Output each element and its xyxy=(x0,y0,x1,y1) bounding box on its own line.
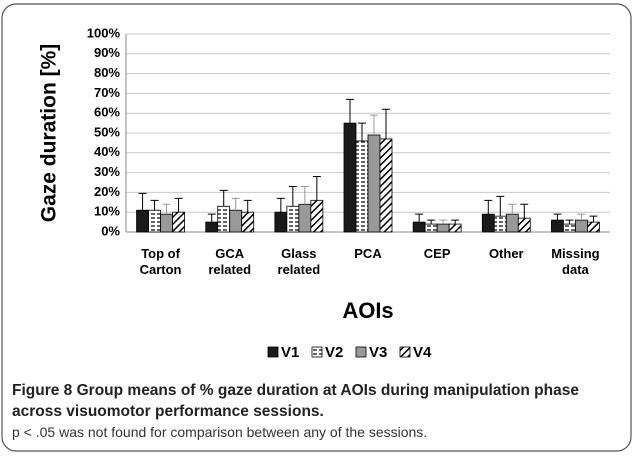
x-tick-label: PCA xyxy=(354,246,382,261)
bar xyxy=(551,219,564,233)
bar xyxy=(575,219,588,233)
bar xyxy=(355,140,369,233)
error-bar xyxy=(276,197,285,213)
error-bar xyxy=(382,108,390,139)
error-bar xyxy=(150,199,159,211)
y-tick-label: 100% xyxy=(87,25,121,40)
error-bar xyxy=(300,185,309,205)
x-tick-label: Missing data xyxy=(551,246,600,277)
legend-swatch xyxy=(267,346,279,358)
error-bar xyxy=(415,213,424,223)
error-bar xyxy=(520,203,529,219)
error-bar xyxy=(207,213,216,223)
bar xyxy=(412,221,426,233)
bar xyxy=(424,223,438,233)
bar xyxy=(436,223,450,233)
y-tick-label: 60% xyxy=(94,105,120,120)
x-tick-label: Top of Carton xyxy=(139,246,182,277)
error-bar xyxy=(231,197,240,211)
legend-label: V2 xyxy=(325,344,343,361)
caption-title: Group means of % gaze duration at AOIs d… xyxy=(12,382,579,420)
bar xyxy=(310,199,324,233)
legend-swatch xyxy=(355,346,367,358)
error-bar xyxy=(484,199,493,215)
error-bar xyxy=(508,203,517,215)
bar xyxy=(481,213,495,233)
bar xyxy=(563,223,576,233)
bar xyxy=(587,221,600,233)
x-tick-label: Other xyxy=(488,246,524,261)
y-tick-label: 50% xyxy=(94,124,120,139)
bar xyxy=(241,211,255,233)
legend-swatch xyxy=(311,346,323,358)
bar xyxy=(205,221,219,233)
bar xyxy=(367,134,381,233)
error-bar xyxy=(243,199,252,213)
error-bar xyxy=(219,189,228,207)
y-axis-title: Gaze duration [%] xyxy=(38,44,61,223)
bar xyxy=(379,138,393,233)
bar xyxy=(172,211,185,233)
bar xyxy=(298,203,312,233)
x-axis-title: AOIs xyxy=(342,298,393,323)
error-bar xyxy=(439,219,448,225)
x-tick-label: CEP xyxy=(423,246,451,261)
bar xyxy=(148,209,161,233)
legend-label: V4 xyxy=(413,344,432,361)
caption-label: Figure 8 xyxy=(12,382,73,399)
y-tick-label: 40% xyxy=(94,144,120,159)
error-bar xyxy=(358,122,366,141)
error-bar xyxy=(346,98,354,124)
bar xyxy=(505,213,519,233)
bar xyxy=(217,205,231,233)
error-bar xyxy=(553,213,562,221)
bar xyxy=(136,209,149,233)
x-tick-label: Glass related xyxy=(277,246,321,277)
caption: Figure 8 Group means of % gaze duration … xyxy=(12,380,627,443)
y-tick-label: 30% xyxy=(94,164,120,179)
error-bar xyxy=(565,219,574,225)
error-bar xyxy=(162,203,171,215)
legend-label: V1 xyxy=(281,344,299,361)
y-tick-label: 90% xyxy=(94,45,120,60)
legend-swatch xyxy=(399,346,411,358)
frame xyxy=(1,3,632,452)
y-tick-label: 70% xyxy=(94,85,120,100)
error-bar xyxy=(174,197,183,213)
caption-note: p < .05 was not found for comparison bet… xyxy=(12,424,428,440)
error-bar xyxy=(589,215,598,223)
bar xyxy=(343,122,357,233)
bar xyxy=(160,213,173,233)
y-tick-label: 10% xyxy=(94,204,120,219)
error-bar xyxy=(577,213,586,221)
x-tick-label: GCA related xyxy=(208,246,252,277)
y-tick-label: 20% xyxy=(94,184,120,199)
legend-label: V3 xyxy=(369,344,387,361)
bar xyxy=(274,211,288,233)
error-bar xyxy=(451,219,460,225)
bar xyxy=(493,215,507,233)
y-tick-label: 80% xyxy=(94,65,120,80)
error-bar xyxy=(370,114,378,135)
error-bar xyxy=(138,192,147,211)
error-bar xyxy=(288,185,297,207)
bar xyxy=(448,223,462,233)
bar xyxy=(286,205,300,233)
error-bar xyxy=(496,195,505,217)
y-tick-label: 0% xyxy=(101,223,120,238)
bar xyxy=(517,217,531,233)
error-bar xyxy=(312,176,321,201)
bar xyxy=(229,209,243,233)
error-bar xyxy=(427,219,436,225)
